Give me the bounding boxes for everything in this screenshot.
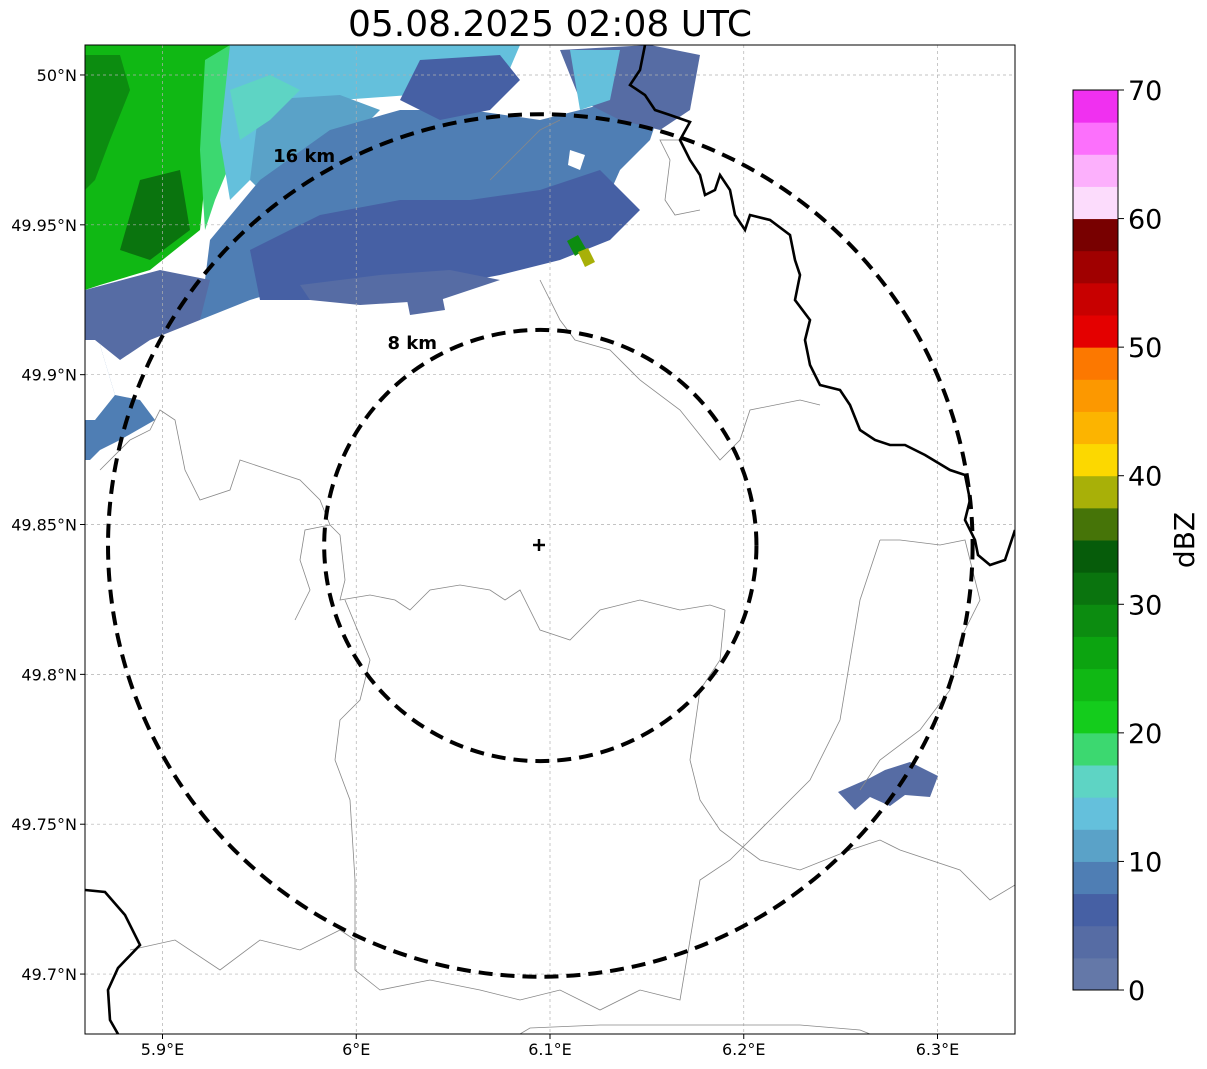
echo-se-patch bbox=[838, 762, 938, 810]
colorbar-swatch bbox=[1073, 829, 1118, 862]
colorbar-label: dBZ bbox=[1168, 512, 1201, 568]
echo-yellow-cell bbox=[578, 248, 595, 267]
colorbar-tick-label: 70 bbox=[1128, 76, 1162, 107]
echo-blue-dark bbox=[250, 170, 640, 300]
echo-cyan-ne bbox=[570, 50, 620, 110]
colorbar-swatch bbox=[1073, 507, 1118, 541]
echo-west-strip bbox=[85, 270, 210, 360]
range-ring bbox=[106, 112, 975, 979]
colorbar-swatch bbox=[1073, 957, 1118, 991]
colorbar-swatch bbox=[1073, 861, 1118, 895]
colorbar-swatch bbox=[1073, 540, 1118, 573]
map-gridlines bbox=[85, 45, 1015, 1034]
echo-teal bbox=[230, 75, 300, 140]
boundary-line bbox=[489, 119, 561, 181]
colorbar-swatch bbox=[1073, 475, 1118, 509]
colorbar-swatch bbox=[1073, 443, 1118, 477]
border-line bbox=[628, 45, 1015, 567]
colorbar-swatch bbox=[1073, 668, 1118, 702]
boundary-line bbox=[99, 409, 331, 621]
colorbar-swatch bbox=[1073, 347, 1118, 380]
echo-gap-ne bbox=[568, 150, 585, 170]
echo-gap-north bbox=[520, 45, 555, 100]
boundary-line bbox=[129, 929, 356, 971]
y-tick-label: 49.75°N bbox=[11, 815, 77, 834]
colorbar: 0 10 20 30 40 50 60 70 dBZ bbox=[1072, 76, 1201, 1007]
colorbar-swatch bbox=[1073, 122, 1118, 155]
y-tick-label: 49.95°N bbox=[11, 216, 77, 235]
colorbar-swatch bbox=[1073, 90, 1118, 123]
x-tick-label: 6.3°E bbox=[916, 1040, 960, 1059]
colorbar-swatch bbox=[1073, 411, 1118, 445]
colorbar-frame bbox=[1072, 89, 1119, 991]
echo-green-inner bbox=[85, 55, 130, 190]
boundary-line bbox=[334, 539, 881, 1011]
y-tick-label: 50°N bbox=[37, 66, 77, 85]
range-rings: 8 km 16 km bbox=[106, 112, 975, 979]
boundary-line bbox=[519, 1024, 871, 1034]
colorbar-swatch bbox=[1073, 700, 1118, 734]
colorbar-swatch bbox=[1073, 282, 1118, 316]
range-ring-label: 16 km bbox=[273, 146, 335, 167]
colorbar-swatch bbox=[1073, 893, 1118, 927]
colorbar-swatch bbox=[1073, 315, 1118, 348]
colorbar-swatch bbox=[1073, 636, 1118, 670]
colorbar-swatch bbox=[1073, 379, 1118, 412]
y-tick-label: 49.9°N bbox=[21, 366, 77, 385]
colorbar-swatch bbox=[1073, 925, 1118, 959]
y-tick-label: 49.85°N bbox=[11, 516, 77, 535]
colorbar-swatch bbox=[1073, 218, 1118, 252]
colorbar-swatch bbox=[1073, 572, 1118, 605]
colorbar-swatch bbox=[1073, 604, 1118, 637]
x-tick-label: 6.2°E bbox=[722, 1040, 766, 1059]
y-tick-label: 49.8°N bbox=[21, 665, 77, 684]
admin-boundaries bbox=[99, 119, 1015, 1034]
colorbar-swatch bbox=[1073, 732, 1118, 766]
y-tick-label: 49.7°N bbox=[21, 965, 77, 984]
range-ring-label: 8 km bbox=[387, 333, 437, 354]
colorbar-swatch bbox=[1073, 765, 1118, 798]
radar-location-marker bbox=[533, 539, 545, 551]
colorbar-swatch bbox=[1073, 797, 1118, 830]
radar-echoes bbox=[85, 45, 938, 810]
colorbar-tick-label: 60 bbox=[1128, 205, 1162, 236]
echo-blue-tail bbox=[405, 285, 445, 315]
x-tick-label: 6.1°E bbox=[528, 1040, 572, 1059]
colorbar-tick-label: 40 bbox=[1128, 462, 1162, 493]
border-line bbox=[85, 888, 142, 1034]
map-axes: 5.9°E 6°E 6.1°E 6.2°E 6.3°E 50°N 49.95°N 49.9°N… bbox=[11, 66, 959, 1059]
boundary-line bbox=[659, 139, 701, 216]
colorbar-tick-label: 20 bbox=[1128, 719, 1162, 750]
echo-blue-lower bbox=[300, 270, 500, 305]
echo-blue-dark-n bbox=[400, 55, 520, 120]
x-tick-label: 6°E bbox=[342, 1040, 370, 1059]
colorbar-swatch bbox=[1073, 154, 1118, 187]
colorbar-tick-label: 50 bbox=[1128, 333, 1162, 364]
echo-green-spot bbox=[120, 170, 190, 260]
colorbar-tick-label: 10 bbox=[1128, 847, 1162, 878]
boundary-line bbox=[689, 609, 1015, 901]
boundary-line bbox=[539, 279, 821, 461]
map-title: 05.08.2025 02:08 UTC bbox=[347, 4, 753, 45]
colorbar-swatch bbox=[1073, 186, 1118, 220]
range-ring bbox=[322, 327, 759, 764]
colorbar-swatch bbox=[1073, 250, 1118, 284]
colorbar-tick-label: 0 bbox=[1128, 976, 1145, 1007]
boundary-line bbox=[859, 539, 981, 791]
boundary-line bbox=[329, 524, 726, 641]
echo-gap-west bbox=[85, 340, 115, 420]
x-tick-label: 5.9°E bbox=[141, 1040, 185, 1059]
colorbar-tick-label: 30 bbox=[1128, 590, 1162, 621]
